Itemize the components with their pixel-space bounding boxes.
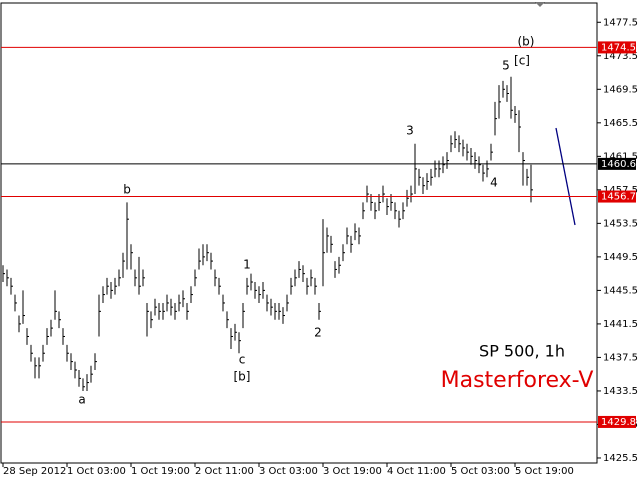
chart-subtitle: Masterforex-V — [441, 368, 594, 393]
level-label: 1460.6 — [601, 159, 636, 170]
level-tag — [598, 157, 636, 170]
forecast-line — [555, 127, 576, 226]
level-tag — [598, 190, 636, 203]
wave-label: [b] — [234, 370, 251, 384]
y-tick-label: 1433.5 — [603, 386, 638, 397]
level-tag — [598, 41, 636, 54]
x-tick-label: 2 Oct 11:00 — [195, 466, 254, 477]
y-tick-label: 1453.5 — [603, 218, 638, 229]
wave-label: 3 — [406, 124, 414, 138]
wave-label: 5 — [502, 59, 510, 73]
y-tick-label: 1469.5 — [603, 84, 638, 95]
y-tick-label: 1437.5 — [603, 352, 638, 363]
x-tick-label: 5 Oct 03:00 — [451, 466, 510, 477]
y-tick-label: 1457.5 — [603, 185, 638, 196]
level-label: 1456.7 — [601, 192, 636, 203]
y-tick-label: 1465.5 — [603, 118, 638, 129]
y-tick-label: 1477.5 — [603, 17, 638, 28]
x-tick-label: 5 Oct 19:00 — [515, 466, 574, 477]
level-tag — [598, 415, 636, 428]
x-tick-label: 4 Oct 11:00 — [387, 466, 446, 477]
y-tick-label: 1461.5 — [603, 151, 638, 162]
level-label: 1429.8 — [601, 417, 636, 428]
wave-label: [c] — [514, 54, 530, 68]
y-tick-label: 1449.5 — [603, 252, 638, 263]
x-tick-label: 28 Sep 2012 — [3, 466, 66, 477]
plot-frame — [0, 2, 598, 464]
wave-label: a — [78, 393, 85, 407]
wave-label: 4 — [490, 176, 498, 190]
y-tick-label: 1441.5 — [603, 319, 638, 330]
wave-label: (b) — [518, 35, 535, 49]
y-tick-label: 1473.5 — [603, 51, 638, 62]
x-tick-label: 1 Oct 03:00 — [67, 466, 126, 477]
wave-label: 1 — [243, 258, 251, 272]
x-tick-label: 1 Oct 19:00 — [131, 466, 190, 477]
x-tick-label: 3 Oct 19:00 — [323, 466, 382, 477]
shift-marker — [535, 2, 545, 7]
wave-label: c — [239, 353, 246, 367]
wave-label: 2 — [314, 326, 322, 340]
y-tick-label: 1425.5 — [603, 453, 638, 464]
y-tick-label: 1445.5 — [603, 285, 638, 296]
x-tick-label: 3 Oct 03:00 — [259, 466, 318, 477]
level-label: 1474.5 — [601, 42, 636, 53]
wave-label: b — [123, 183, 131, 197]
chart-title: SP 500, 1h — [479, 342, 565, 361]
